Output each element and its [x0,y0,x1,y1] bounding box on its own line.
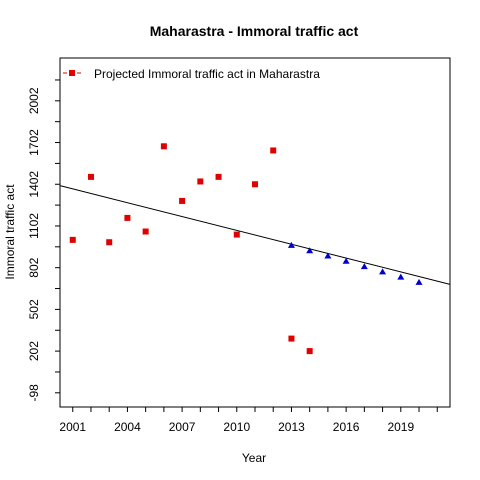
projected-point [342,257,350,264]
x-tick-label: 2007 [169,420,196,434]
y-tick-label: 2002 [27,87,41,114]
actual-point [233,231,240,238]
data-points [69,143,423,355]
actual-point [87,173,94,180]
x-axis-label: Year [242,451,266,465]
actual-point [160,143,167,150]
y-tick-label: 802 [27,257,41,277]
projected-point [287,241,295,248]
x-tick-label: 2019 [387,420,414,434]
x-tick-label: 2004 [114,420,141,434]
y-tick-label: 1402 [27,171,41,198]
actual-point [288,335,295,342]
y-tick-label: -98 [27,384,41,402]
x-tick-label: 2016 [333,420,360,434]
projected-point [379,268,387,275]
actual-point [197,178,204,185]
x-tick-label: 2010 [223,420,250,434]
plot-frame [59,57,451,408]
y-axis-label: Immoral traffic act [3,184,17,280]
y-tick-label: 1702 [27,129,41,156]
x-tick-label: 2013 [278,420,305,434]
actual-point [69,236,76,243]
actual-point [252,181,258,188]
projected-point [324,252,332,259]
projected-point [415,278,423,285]
actual-point [142,228,149,235]
actual-point [106,239,113,246]
actual-point [270,147,277,154]
trend-line [59,185,451,285]
x-tick-label: 2001 [59,420,86,434]
y-tick-label: 502 [27,299,41,319]
projected-point [360,263,368,270]
legend-label: Projected Immoral traffic act in Maharas… [94,67,320,81]
x-axis: 2001 2004 2007 2010 2013 2016 2019 [59,407,438,434]
y-axis: -98 202 502 802 1102 1402 1702 2002 [27,79,60,402]
actual-point [215,173,222,180]
projected-point [397,273,405,280]
chart-title: Maharastra - Immoral traffic act [150,23,359,39]
y-tick-label: 1102 [27,213,41,239]
actual-point [179,197,186,204]
y-tick-label: 202 [27,341,41,361]
actual-point [124,214,131,221]
legend-marker [69,70,75,76]
legend: Projected Immoral traffic act in Maharas… [63,67,320,81]
actual-point [306,348,313,355]
projected-point [306,247,314,254]
